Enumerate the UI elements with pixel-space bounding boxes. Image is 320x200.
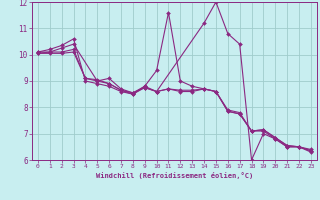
X-axis label: Windchill (Refroidissement éolien,°C): Windchill (Refroidissement éolien,°C) xyxy=(96,172,253,179)
